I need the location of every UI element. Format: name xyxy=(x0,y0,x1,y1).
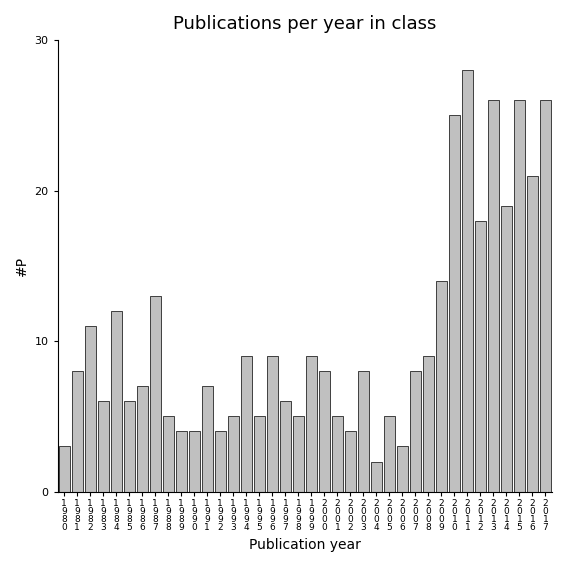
Bar xyxy=(319,371,330,492)
Bar xyxy=(58,446,70,492)
Bar xyxy=(215,431,226,492)
Bar xyxy=(527,176,538,492)
Bar xyxy=(124,401,135,492)
Bar xyxy=(410,371,421,492)
Bar xyxy=(332,416,343,492)
Bar xyxy=(540,100,551,492)
Bar xyxy=(254,416,265,492)
Bar xyxy=(371,462,382,492)
Bar xyxy=(514,100,525,492)
Bar xyxy=(84,326,96,492)
Bar xyxy=(462,70,473,492)
Bar xyxy=(384,416,395,492)
Title: Publications per year in class: Publications per year in class xyxy=(173,15,437,33)
Bar xyxy=(111,311,122,492)
Bar xyxy=(163,416,174,492)
Bar xyxy=(189,431,200,492)
Bar xyxy=(293,416,304,492)
Bar xyxy=(488,100,499,492)
Bar xyxy=(449,115,460,492)
Bar xyxy=(98,401,109,492)
Bar xyxy=(150,296,161,492)
Bar xyxy=(358,371,369,492)
Bar xyxy=(241,356,252,492)
Bar xyxy=(202,386,213,492)
Bar xyxy=(176,431,187,492)
Bar xyxy=(267,356,278,492)
Bar xyxy=(397,446,408,492)
Bar xyxy=(501,206,512,492)
Bar xyxy=(137,386,148,492)
Bar xyxy=(345,431,356,492)
X-axis label: Publication year: Publication year xyxy=(249,538,361,552)
Bar xyxy=(423,356,434,492)
Bar xyxy=(475,221,486,492)
Bar xyxy=(306,356,317,492)
Bar xyxy=(71,371,83,492)
Bar xyxy=(436,281,447,492)
Bar xyxy=(228,416,239,492)
Y-axis label: #P: #P xyxy=(15,256,29,276)
Bar xyxy=(280,401,291,492)
